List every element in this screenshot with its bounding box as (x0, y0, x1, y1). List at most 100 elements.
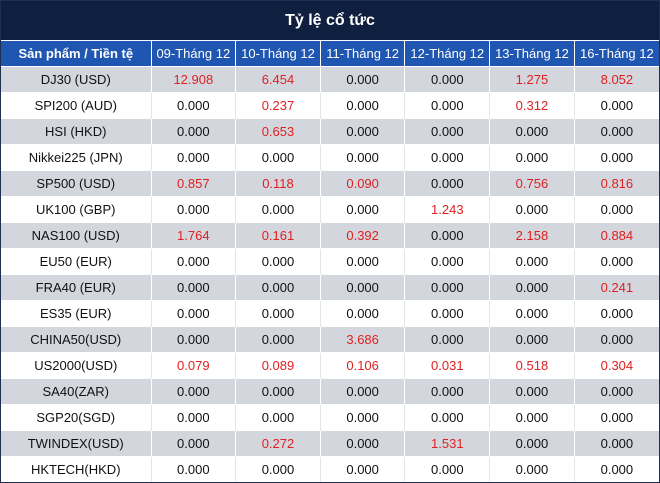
dividend-value: 0.000 (151, 456, 237, 482)
dividend-value: 0.031 (404, 352, 491, 379)
dividend-value: 0.000 (574, 300, 659, 327)
dividend-value: 2.158 (489, 222, 575, 249)
dividend-value: 0.272 (235, 430, 321, 457)
dividend-value: 0.000 (151, 326, 237, 353)
dividend-value: 0.000 (404, 326, 491, 353)
dividend-value: 0.118 (235, 170, 321, 197)
dividend-value: 0.000 (320, 92, 406, 119)
product-name: Nikkei225 (JPN) (1, 144, 152, 171)
dividend-value: 0.000 (404, 456, 491, 482)
dividend-value: 1.243 (404, 196, 491, 223)
dividend-value: 0.237 (235, 92, 321, 119)
dividend-value: 0.000 (235, 248, 321, 275)
dividend-value: 0.000 (320, 456, 406, 482)
dividend-value: 0.000 (489, 144, 575, 171)
dividend-value: 0.000 (320, 300, 406, 327)
dividend-value: 0.000 (235, 274, 321, 301)
dividend-value: 0.000 (320, 144, 406, 171)
dividend-value: 0.392 (320, 222, 406, 249)
dividend-value: 0.000 (320, 378, 406, 405)
dividend-value: 0.304 (574, 352, 659, 379)
product-name: SPI200 (AUD) (1, 92, 152, 119)
dividend-value: 0.000 (404, 300, 491, 327)
product-name: HKTECH(HKD) (1, 456, 152, 482)
dividend-value: 0.816 (574, 170, 659, 197)
table-row: SGP20(SGD) 0.000 0.000 0.000 0.000 0.000 0.000 (1, 404, 659, 431)
dividend-value: 0.000 (235, 144, 321, 171)
dividend-value: 0.000 (235, 196, 321, 223)
dividend-value: 0.000 (235, 326, 321, 353)
dividend-value: 0.000 (574, 326, 659, 353)
dividend-value: 0.884 (574, 222, 659, 249)
dividend-value: 0.000 (320, 274, 406, 301)
product-name: EU50 (EUR) (1, 248, 152, 275)
dividend-value: 0.090 (320, 170, 406, 197)
table-row: NAS100 (USD) 1.764 0.161 0.392 0.000 2.158 0.8… (1, 222, 659, 249)
table-body: DJ30 (USD) 12.908 6.454 0.000 0.000 1.275 8.05… (1, 66, 659, 482)
header-date: 09-Tháng 12 (151, 41, 237, 67)
dividend-value: 0.000 (404, 144, 491, 171)
dividend-value: 0.079 (151, 352, 237, 379)
dividend-value: 0.000 (151, 248, 237, 275)
table-row: US2000(USD) 0.079 0.089 0.106 0.031 0.518 0.30… (1, 352, 659, 379)
dividend-value: 0.000 (320, 66, 406, 93)
product-name: ES35 (EUR) (1, 300, 152, 327)
table-row: HKTECH(HKD) 0.000 0.000 0.000 0.000 0.000 0.00… (1, 456, 659, 482)
dividend-value: 0.000 (235, 300, 321, 327)
dividend-value: 0.000 (151, 118, 237, 145)
dividend-value: 0.000 (404, 66, 491, 93)
table-row: Nikkei225 (JPN) 0.000 0.000 0.000 0.000 0.000… (1, 144, 659, 171)
dividend-value: 0.000 (489, 430, 575, 457)
product-name: NAS100 (USD) (1, 222, 152, 249)
dividend-value: 0.000 (151, 378, 237, 405)
product-name: CHINA50(USD) (1, 326, 152, 353)
dividend-value: 0.000 (404, 222, 491, 249)
dividend-value: 0.000 (489, 196, 575, 223)
dividend-value: 12.908 (151, 66, 237, 93)
dividend-value: 0.000 (574, 456, 659, 482)
product-name: US2000(USD) (1, 352, 152, 379)
product-name: SA40(ZAR) (1, 378, 152, 405)
product-name: DJ30 (USD) (1, 66, 152, 93)
dividend-value: 0.000 (489, 300, 575, 327)
dividend-value: 0.312 (489, 92, 575, 119)
dividend-value: 0.000 (151, 92, 237, 119)
dividend-value: 0.000 (489, 248, 575, 275)
dividend-table: Sản phẩm / Tiền tệ 09-Tháng 12 10-Tháng … (1, 41, 659, 482)
dividend-value: 0.000 (489, 274, 575, 301)
dividend-value: 0.000 (489, 404, 575, 431)
table-row: CHINA50(USD) 0.000 0.000 3.686 0.000 0.000 0.0… (1, 326, 659, 353)
product-name: SGP20(SGD) (1, 404, 152, 431)
dividend-value: 0.000 (151, 144, 237, 171)
product-name: UK100 (GBP) (1, 196, 152, 223)
dividend-value: 0.000 (404, 404, 491, 431)
table-row: SA40(ZAR) 0.000 0.000 0.000 0.000 0.000 0.000 (1, 378, 659, 405)
table-row: UK100 (GBP) 0.000 0.000 0.000 1.243 0.000 0.00… (1, 196, 659, 223)
dividend-value: 0.000 (489, 378, 575, 405)
dividend-value: 0.000 (320, 118, 406, 145)
product-name: HSI (HKD) (1, 118, 152, 145)
dividend-value: 0.000 (574, 92, 659, 119)
table-row: SP500 (USD) 0.857 0.118 0.090 0.000 0.756 0.81… (1, 170, 659, 197)
dividend-value: 0.000 (320, 248, 406, 275)
dividend-value: 0.000 (574, 378, 659, 405)
table-row: ES35 (EUR) 0.000 0.000 0.000 0.000 0.000 0.000 (1, 300, 659, 327)
dividend-value: 0.000 (404, 378, 491, 405)
dividend-value: 0.000 (151, 404, 237, 431)
dividend-value: 8.052 (574, 66, 659, 93)
dividend-value: 0.000 (235, 456, 321, 482)
dividend-value: 0.000 (151, 274, 237, 301)
product-name: TWINDEX(USD) (1, 430, 152, 457)
dividend-value: 0.518 (489, 352, 575, 379)
table-row: TWINDEX(USD) 0.000 0.272 0.000 1.531 0.000 0.0… (1, 430, 659, 457)
dividend-value: 3.686 (320, 326, 406, 353)
panel-title: Tỷ lệ cổ tức (1, 1, 659, 41)
header-date: 12-Tháng 12 (404, 41, 491, 67)
dividend-value: 0.000 (320, 196, 406, 223)
table-row: DJ30 (USD) 12.908 6.454 0.000 0.000 1.275 8.05… (1, 66, 659, 93)
dividend-value: 0.000 (404, 170, 491, 197)
dividend-value: 0.000 (404, 92, 491, 119)
dividend-value: 0.106 (320, 352, 406, 379)
header-date: 11-Tháng 12 (320, 41, 406, 67)
